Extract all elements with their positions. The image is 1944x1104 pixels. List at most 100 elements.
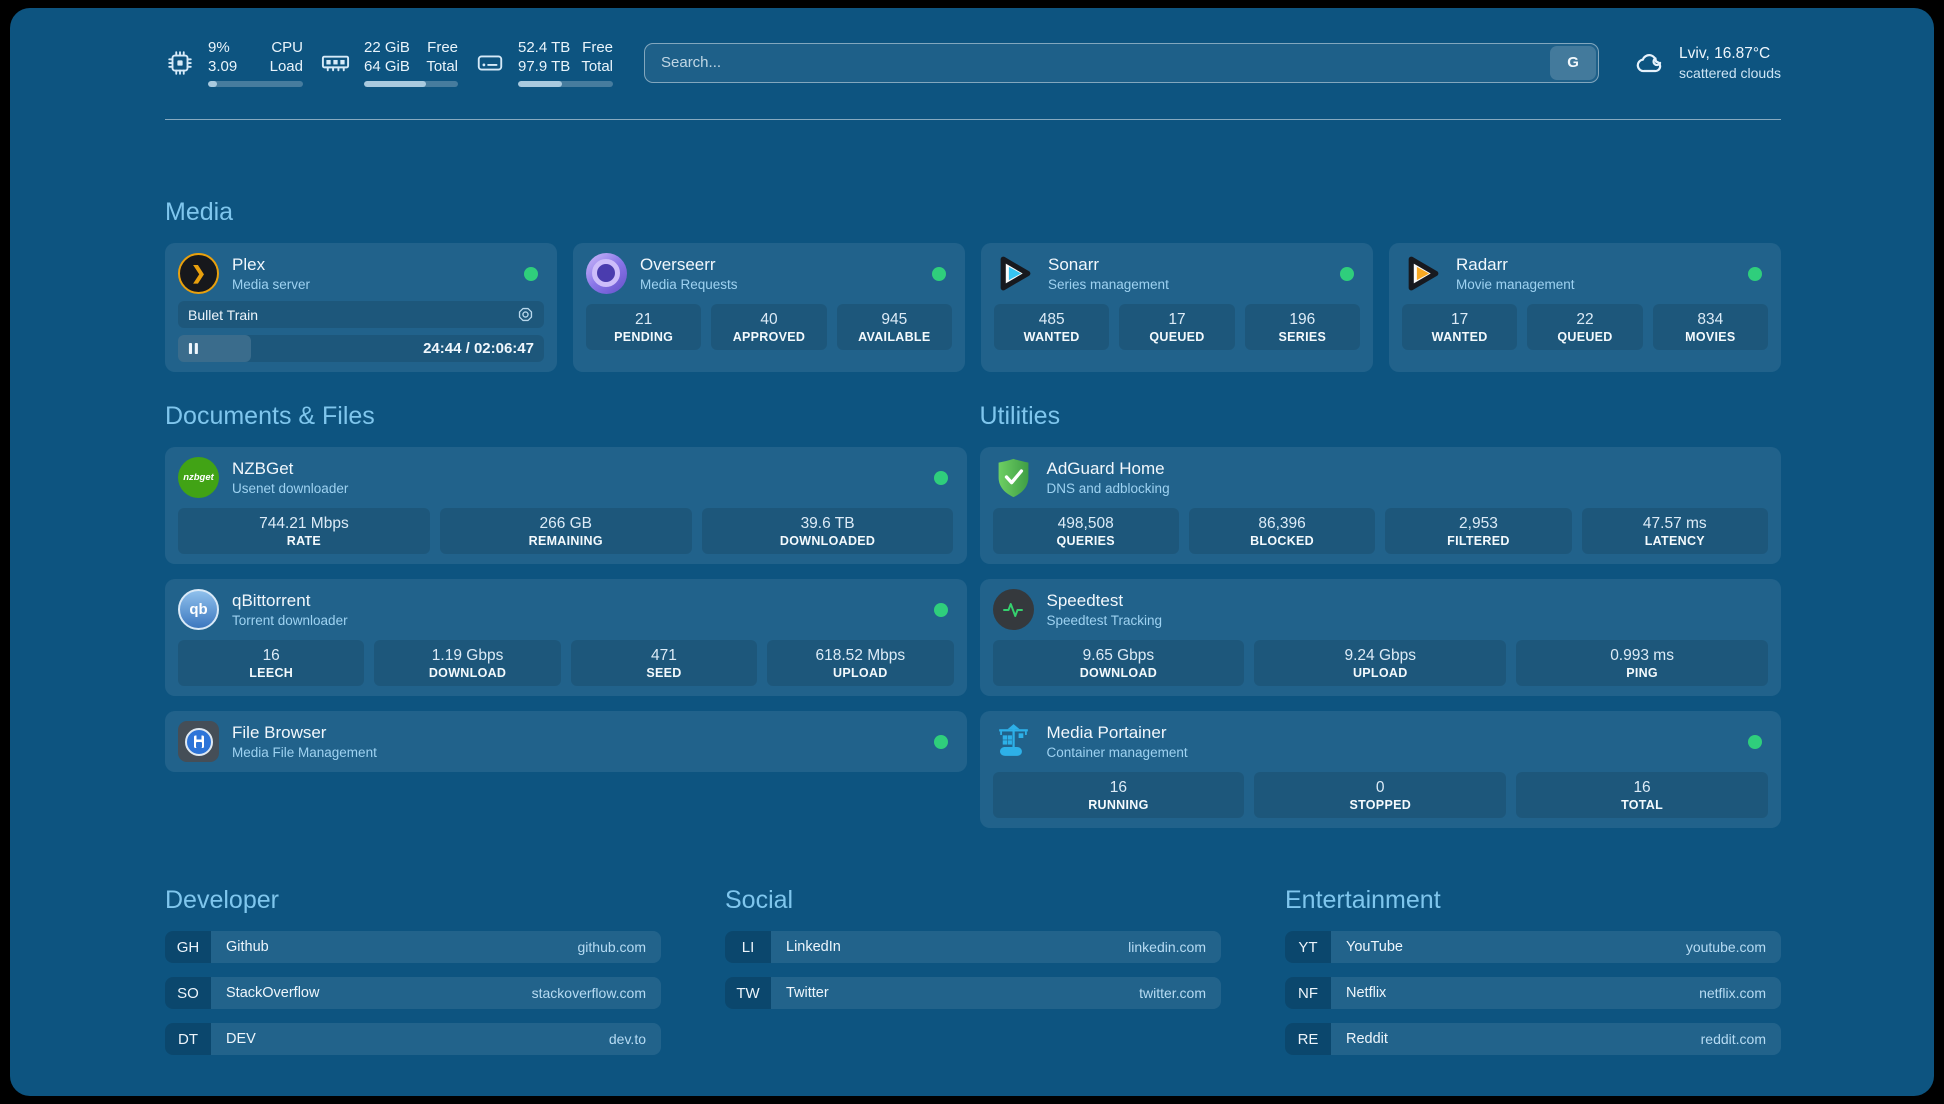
stat-value: 1.19 Gbps	[431, 647, 504, 664]
stat-tile: 1.19 Gbps DOWNLOAD	[374, 640, 561, 686]
service-title: Overseerr	[640, 255, 716, 274]
utilities-column: Utilities AdGuard Home	[979, 400, 1781, 828]
bookmark-name: DEV	[226, 1031, 256, 1047]
entertainment-section-title: Entertainment	[1285, 886, 1441, 914]
memory-progress-fill	[364, 81, 427, 87]
stat-tile: 618.52 Mbps UPLOAD	[767, 640, 954, 686]
bookmark-url: netflix.com	[1699, 985, 1766, 1001]
scattered-clouds-icon	[1630, 48, 1666, 78]
stat-value: 266 GB	[539, 515, 593, 532]
status-dot	[933, 602, 948, 617]
bookmark-name: Twitter	[786, 985, 829, 1001]
overseerr-logo-icon	[586, 253, 627, 294]
stat-value: 9.65 Gbps	[1082, 647, 1155, 664]
stat-label: SERIES	[1278, 330, 1327, 344]
service-subtitle: Usenet downloader	[232, 481, 349, 496]
stat-tile: 9.65 Gbps DOWNLOAD	[992, 640, 1245, 686]
bookmark-dev[interactable]: DT DEV dev.to	[165, 1023, 661, 1055]
media-section-title: Media	[165, 198, 234, 226]
bookmark-reddit[interactable]: RE Reddit reddit.com	[1285, 1023, 1781, 1055]
bookmark-youtube[interactable]: YT YouTube youtube.com	[1285, 931, 1781, 963]
filebrowser-card[interactable]: File Browser Media File Management	[165, 711, 967, 772]
stat-value: 21	[635, 311, 653, 328]
now-playing-row: Bullet Train	[178, 301, 544, 328]
speedtest-card[interactable]: Speedtest Speedtest Tracking 9.65 Gbps DO…	[979, 579, 1781, 696]
service-title: Media Portainer	[1046, 723, 1167, 742]
portainer-card[interactable]: Media Portainer Container management 16 R…	[979, 711, 1781, 828]
stat-tile: 17 WANTED	[1402, 304, 1518, 350]
bookmark-stackoverflow[interactable]: SO StackOverflow stackoverflow.com	[165, 977, 661, 1009]
social-section-title: Social	[725, 886, 794, 914]
documents-column: Documents & Files nzbget NZBGet Usenet d…	[165, 400, 967, 772]
qbittorrent-logo-icon: qb	[178, 589, 219, 630]
service-title: qBittorrent	[232, 591, 311, 610]
cpu-usage: 9%	[208, 39, 230, 56]
disk-free: 52.4 TB	[518, 39, 571, 56]
stat-value: 40	[760, 311, 778, 328]
bookmark-abbr: LI	[725, 931, 771, 963]
service-subtitle: Media server	[232, 277, 311, 292]
sonarr-card[interactable]: Sonarr Series management 485 WANTED 17 QUE…	[981, 243, 1373, 372]
memory-values: 22 GiB 64 GiB	[364, 38, 410, 76]
memory-widget: 22 GiB 64 GiB Free Total	[320, 38, 458, 87]
top-bar: 9% 3.09 CPU Load	[165, 38, 1781, 87]
bookmark-name: Netflix	[1346, 985, 1387, 1001]
playback-progress-row: 24:44 / 02:06:47	[178, 335, 544, 362]
service-subtitle: Torrent downloader	[232, 613, 348, 628]
stat-value: 0	[1375, 779, 1385, 796]
resource-monitors: 9% 3.09 CPU Load	[165, 38, 613, 87]
bookmark-github[interactable]: GH Github github.com	[165, 931, 661, 963]
media-section: Media ❯ Plex Media server Bullet Train	[165, 196, 1781, 372]
radarr-logo-icon	[1402, 253, 1443, 294]
stat-tile: 16 TOTAL	[1516, 772, 1768, 818]
stat-label: UPLOAD	[833, 666, 888, 680]
service-title: Radarr	[1456, 255, 1508, 274]
stat-value: 834	[1697, 311, 1724, 328]
cpu-load: 3.09	[208, 58, 238, 75]
nzbget-card[interactable]: nzbget NZBGet Usenet downloader 744.21 M…	[165, 447, 967, 564]
bookmark-linkedin[interactable]: LI LinkedIn linkedin.com	[725, 931, 1221, 963]
overseerr-card[interactable]: Overseerr Media Requests 21 PENDING 40 APP…	[573, 243, 965, 372]
disk-progress-fill	[518, 81, 562, 87]
search-provider-button[interactable]: G	[1550, 45, 1597, 80]
bookmark-abbr: YT	[1285, 931, 1331, 963]
stat-value: 744.21 Mbps	[259, 515, 349, 532]
stat-value: 196	[1289, 311, 1316, 328]
bookmark-url: github.com	[577, 939, 646, 955]
stat-value: 0.993 ms	[1610, 647, 1674, 664]
bookmark-name: Reddit	[1346, 1031, 1388, 1047]
bookmark-twitter[interactable]: TW Twitter twitter.com	[725, 977, 1221, 1009]
pause-icon[interactable]	[188, 342, 199, 355]
stat-label: FILTERED	[1447, 534, 1510, 548]
bookmark-netflix[interactable]: NF Netflix netflix.com	[1285, 977, 1781, 1009]
stat-tile: 0.993 ms PING	[1516, 640, 1768, 686]
stat-tile: 834 MOVIES	[1652, 304, 1768, 350]
stat-label: PING	[1626, 666, 1658, 680]
service-title: AdGuard Home	[1046, 459, 1165, 478]
sonarr-logo-icon	[994, 253, 1035, 294]
cpu-values: 9% 3.09	[208, 38, 237, 76]
disk-total: 97.9 TB	[518, 58, 571, 75]
bookmark-abbr: SO	[165, 977, 211, 1009]
plex-card[interactable]: ❯ Plex Media server Bullet Train	[165, 243, 557, 372]
stat-tile: 196 SERIES	[1244, 304, 1360, 350]
stat-value: 86,396	[1258, 515, 1306, 532]
stat-value: 2,953	[1459, 515, 1498, 532]
disk-values: 52.4 TB 97.9 TB	[518, 38, 570, 76]
documents-section-title: Documents & Files	[165, 402, 375, 430]
search-input[interactable]	[644, 42, 1600, 83]
stat-value: 39.6 TB	[800, 515, 855, 532]
stat-label: SEED	[646, 666, 682, 680]
adguard-card[interactable]: AdGuard Home DNS and adblocking 498,508 Q…	[979, 447, 1781, 564]
social-bookmarks: Social LI LinkedIn linkedin.com TW Twitte…	[725, 884, 1221, 1023]
service-subtitle: Movie management	[1456, 277, 1575, 292]
bookmark-name: LinkedIn	[786, 939, 841, 955]
qbittorrent-card[interactable]: qb qBittorrent Torrent downloader 16 LEEC…	[165, 579, 967, 696]
radarr-card[interactable]: Radarr Movie management 17 WANTED 22 QUEUE…	[1389, 243, 1781, 372]
stat-label: REMAINING	[528, 534, 603, 548]
stat-tile: 498,508 QUERIES	[992, 508, 1179, 554]
stat-value: 618.52 Mbps	[815, 647, 906, 664]
stat-label: WANTED	[1023, 330, 1080, 344]
service-subtitle: Container management	[1046, 745, 1188, 760]
bookmark-abbr: TW	[725, 977, 771, 1009]
